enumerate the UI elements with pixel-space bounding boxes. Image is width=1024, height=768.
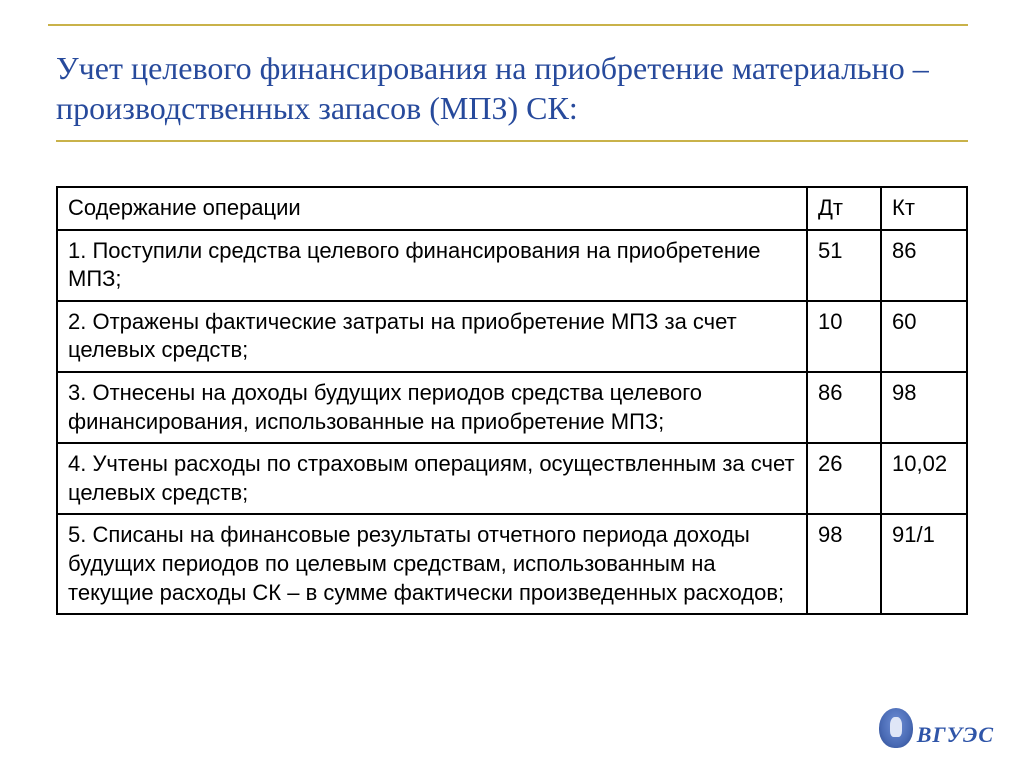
logo: ВГУЭС [879, 708, 994, 748]
cell-operation: 5. Списаны на финансовые результаты отче… [57, 514, 807, 614]
col-header-operation: Содержание операции [57, 187, 807, 230]
operations-table: Содержание операции Дт Кт 1. Поступили с… [56, 186, 968, 615]
col-header-kt: Кт [881, 187, 967, 230]
table-header-row: Содержание операции Дт Кт [57, 187, 967, 230]
table-row: 2. Отражены фактические затраты на приоб… [57, 301, 967, 372]
title-underline [56, 140, 968, 142]
cell-kt: 98 [881, 372, 967, 443]
cell-dt: 26 [807, 443, 881, 514]
col-header-dt: Дт [807, 187, 881, 230]
cell-operation: 2. Отражены фактические затраты на приоб… [57, 301, 807, 372]
cell-kt: 10,02 [881, 443, 967, 514]
cell-dt: 98 [807, 514, 881, 614]
cell-kt: 86 [881, 230, 967, 301]
table-row: 3. Отнесены на доходы будущих периодов с… [57, 372, 967, 443]
table-row: 1. Поступили средства целевого финансиро… [57, 230, 967, 301]
logo-seal-icon [879, 708, 913, 748]
logo-text: ВГУЭС [917, 722, 994, 748]
table-row: 5. Списаны на финансовые результаты отче… [57, 514, 967, 614]
cell-operation: 3. Отнесены на доходы будущих периодов с… [57, 372, 807, 443]
cell-operation: 1. Поступили средства целевого финансиро… [57, 230, 807, 301]
cell-dt: 51 [807, 230, 881, 301]
slide-title: Учет целевого финансирования на приобрет… [56, 48, 968, 128]
table-row: 4. Учтены расходы по страховым операциям… [57, 443, 967, 514]
cell-kt: 60 [881, 301, 967, 372]
cell-operation: 4. Учтены расходы по страховым операциям… [57, 443, 807, 514]
slide: Учет целевого финансирования на приобрет… [0, 0, 1024, 768]
cell-dt: 86 [807, 372, 881, 443]
top-rule [48, 24, 968, 26]
cell-dt: 10 [807, 301, 881, 372]
cell-kt: 91/1 [881, 514, 967, 614]
